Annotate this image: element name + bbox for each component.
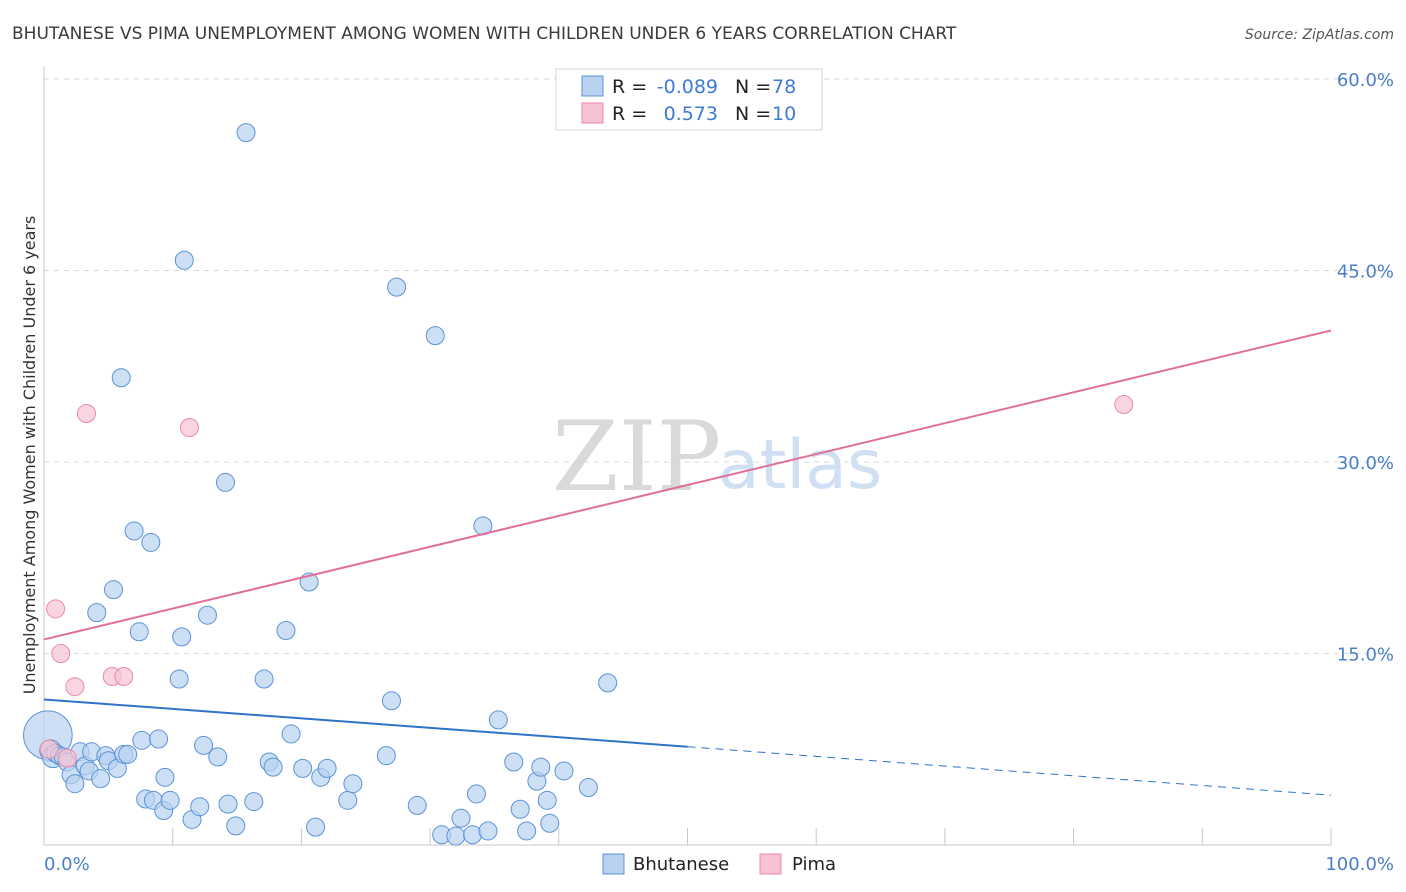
series-pima: [39, 395, 1134, 768]
pima-point-7: [114, 666, 134, 686]
bhutanese-point-36: [190, 797, 210, 817]
pima-point-4: [65, 677, 85, 697]
bhutanese-point-78: [578, 778, 598, 798]
x-tick-label-min: 0.0%: [44, 854, 90, 875]
bhutanese-point-50: [293, 758, 313, 778]
bhutanese-point-68: [478, 821, 498, 841]
legend-r-label-bhutanese: R =: [612, 76, 647, 98]
legend-box: R = -0.089 N = 78 R = 0.573 N = 10: [555, 68, 823, 131]
bhutanese-point-75: [537, 790, 557, 810]
legend-swatch-pima: [581, 102, 604, 124]
watermark-atlas: atlas: [718, 426, 882, 505]
bhutanese-point-76: [540, 813, 560, 833]
bhutanese-point-45: [254, 669, 274, 689]
legend-n-label-bhutanese: N =: [735, 76, 771, 98]
bhutanese-point-34: [174, 250, 194, 270]
legend-n-value-bhutanese: 78: [772, 76, 796, 98]
pima-point-0: [39, 739, 59, 759]
y-axis-label: Unemployment Among Women with Children U…: [20, 216, 39, 695]
bhutanese-point-31: [160, 790, 180, 810]
bhutanese-point-33: [172, 627, 192, 647]
grid-lines: [44, 78, 1394, 654]
bhutanese-point-60: [407, 795, 427, 815]
bhutanese-point-61: [425, 326, 445, 346]
bhutanese-point-70: [504, 752, 524, 772]
legend-n-value-pima: 10: [772, 103, 796, 125]
bottom-legend-swatch-pima: [759, 853, 782, 875]
bhutanese-point-26: [141, 532, 161, 552]
bhutanese-point-72: [517, 821, 537, 841]
bhutanese-trend-extension: [687, 746, 1332, 796]
bhutanese-point-21: [118, 744, 138, 764]
pima-point-2: [51, 644, 71, 663]
bhutanese-point-66: [466, 784, 486, 804]
bhutanese-point-47: [263, 757, 283, 777]
bhutanese-point-28: [149, 729, 169, 749]
bhutanese-point-57: [376, 746, 396, 766]
bhutanese-point-8: [65, 774, 85, 794]
bhutanese-point-64: [451, 808, 471, 828]
bhutanese-point-30: [155, 767, 175, 787]
y-tick-label-1: 30.0%: [1337, 453, 1394, 474]
legend-r-label-pima: R =: [612, 103, 647, 125]
watermark-zip: ZIP: [552, 401, 721, 513]
bhutanese-point-58: [381, 691, 401, 711]
series-bhutanese: [23, 123, 618, 846]
bhutanese-point-59: [387, 277, 407, 297]
bhutanese-point-19: [111, 368, 131, 388]
pima-trend-line: [43, 329, 1332, 641]
bhutanese-point-55: [338, 790, 358, 810]
bhutanese-point-79: [598, 673, 618, 693]
bhutanese-point-74: [531, 757, 551, 777]
bhutanese-point-56: [343, 774, 363, 794]
legend-r-value-pima: 0.573: [664, 103, 718, 125]
bottom-legend-swatch-bhutanese: [602, 853, 625, 875]
y-tick-labels: 15.0% 30.0% 45.0% 60.0%: [1337, 70, 1394, 666]
bhutanese-point-38: [197, 605, 217, 625]
bhutanese-point-77: [554, 761, 574, 781]
y-tick-label-2: 45.0%: [1337, 262, 1394, 283]
bhutanese-point-32: [169, 669, 189, 689]
y-tick-label-0: 15.0%: [1337, 645, 1394, 666]
bhutanese-point-39: [208, 747, 228, 767]
legend-r-value-bhutanese: -0.089: [657, 76, 718, 98]
bhutanese-point-37: [194, 735, 214, 755]
bhutanese-point-54: [317, 758, 337, 778]
bhutanese-point-63: [446, 826, 466, 846]
x-tick-label-max: 100.0%: [1325, 854, 1394, 875]
y-tick-label-3: 60.0%: [1337, 70, 1394, 91]
bhutanese-trend-line: [43, 698, 688, 748]
bhutanese-point-14: [91, 769, 111, 789]
bhutanese-point-69: [488, 710, 508, 730]
x-tick-marks: [43, 828, 1332, 845]
pima-point-3: [57, 748, 77, 768]
bhutanese-point-71: [510, 799, 530, 819]
bottom-legend-label-pima: Pima: [792, 854, 836, 875]
bhutanese-point-43: [236, 123, 256, 143]
pima-point-1: [46, 599, 66, 619]
chart-source: Source: ZipAtlas.com: [1245, 27, 1394, 43]
pima-point-8: [179, 418, 199, 438]
bhutanese-point-41: [218, 794, 238, 814]
bhutanese-point-49: [281, 724, 301, 744]
bhutanese-point-48: [276, 621, 296, 641]
series-layer: [23, 123, 1332, 846]
bhutanese-point-22: [124, 521, 144, 541]
bhutanese-point-42: [226, 816, 246, 836]
bhutanese-point-24: [132, 730, 152, 750]
bhutanese-point-23: [129, 622, 149, 642]
legend-swatch-bhutanese: [581, 75, 604, 97]
legend-n-label-pima: N =: [735, 103, 771, 125]
bhutanese-point-17: [103, 580, 123, 600]
bhutanese-point-44: [244, 792, 264, 812]
pima-point-9: [1114, 395, 1134, 415]
chart-title: BHUTANESE VS PIMA UNEMPLOYMENT AMONG WOM…: [12, 24, 957, 44]
bhutanese-point-52: [306, 817, 326, 837]
bottom-legend-label-bhutanese: Bhutanese: [633, 854, 729, 875]
bhutanese-point-40: [215, 472, 235, 492]
bhutanese-point-13: [87, 603, 107, 623]
bottom-legend: Bhutanese Pima: [602, 853, 836, 875]
pima-point-5: [76, 403, 96, 423]
